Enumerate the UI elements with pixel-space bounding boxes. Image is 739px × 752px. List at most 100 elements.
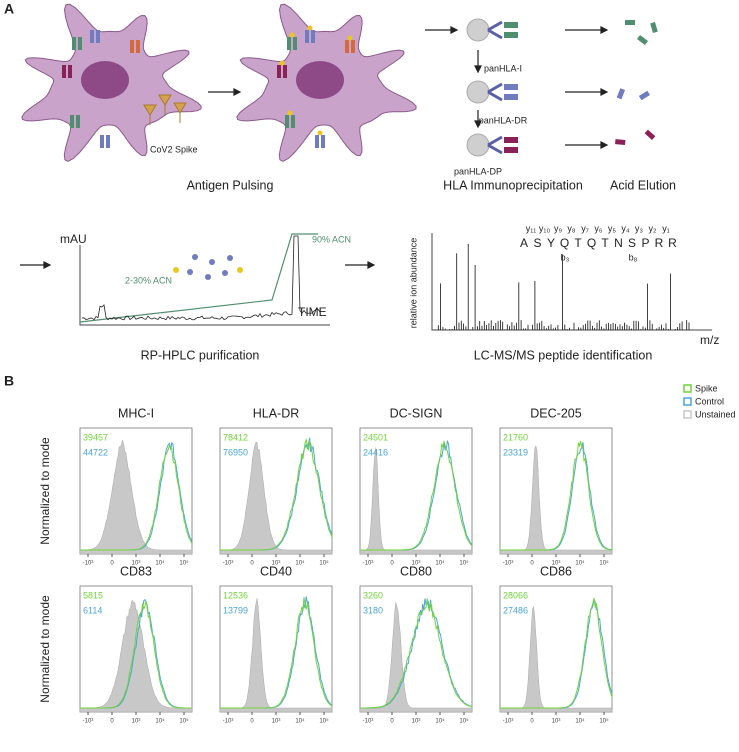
receptor	[345, 40, 349, 53]
spike-histogram	[360, 439, 473, 551]
spike-mfi: 3260	[363, 590, 383, 600]
step-label: RP-HPLC purification	[141, 348, 260, 362]
plot-frame	[219, 585, 333, 713]
x-tick-label: -10³	[83, 561, 94, 567]
peptide	[307, 25, 313, 31]
plot-frame	[499, 585, 613, 713]
axis-label: relative ion abundance	[408, 238, 418, 329]
antibody-label: panHLA-DP	[454, 166, 502, 176]
spike-protein	[158, 94, 172, 115]
x-tick-label: -10³	[223, 719, 234, 725]
residue: P	[641, 236, 649, 250]
receptor	[285, 115, 289, 128]
control-mfi: 23319	[503, 447, 528, 457]
residue: Y	[547, 236, 555, 250]
bead	[466, 133, 490, 157]
receptor	[62, 65, 66, 78]
eluted	[625, 20, 635, 25]
unstained-histogram	[359, 602, 473, 713]
spike-mfi: 28066	[503, 590, 528, 600]
plot-title: HLA-DR	[253, 406, 300, 420]
hla	[504, 84, 518, 90]
b-ion: b₃	[561, 252, 570, 262]
x-tick-label: 10⁵	[459, 560, 469, 567]
antibody	[487, 82, 503, 102]
receptor	[72, 37, 76, 50]
control-mfi: 44722	[83, 447, 108, 457]
control-mfi: 27486	[503, 605, 528, 615]
legend-label: Spike	[695, 383, 718, 393]
eluted	[650, 22, 658, 33]
y-axis-label: Normalized to mode	[38, 595, 52, 703]
spike-protein	[143, 104, 157, 125]
x-tick-label: -10³	[363, 719, 374, 725]
receptor	[130, 40, 134, 53]
y-axis-label: Normalized to mode	[38, 437, 52, 545]
spike-histogram	[80, 600, 192, 709]
hla	[504, 94, 518, 100]
eluted	[615, 139, 626, 146]
x-tick-label: 10⁵	[599, 560, 609, 567]
x-tick-label: 10⁴	[295, 560, 305, 567]
spike-mfi: 78412	[223, 432, 248, 442]
x-tick-label: 10⁵	[179, 718, 189, 725]
x-tick-label: 0	[390, 561, 394, 567]
antibody	[487, 20, 503, 40]
plot-title: MHC-I	[118, 406, 154, 420]
receptor	[96, 30, 100, 43]
peptide	[287, 110, 293, 116]
x-tick-label: 10³	[272, 561, 281, 567]
x-tick-label: 0	[390, 719, 394, 725]
plot-title: CD86	[540, 564, 572, 578]
bead	[466, 18, 490, 42]
residue: Q	[560, 236, 569, 250]
hla	[504, 32, 518, 38]
hla	[504, 22, 518, 28]
x-tick-label: 10³	[552, 719, 561, 725]
hla	[504, 147, 518, 153]
x-tick-label: -10³	[503, 561, 514, 567]
x-tick-label: 10⁵	[179, 560, 189, 567]
step-label: Antigen Pulsing	[187, 178, 274, 192]
axis-label: m/z	[700, 333, 719, 347]
x-tick-label: 0	[250, 719, 254, 725]
panel-label: B	[4, 373, 14, 389]
spike-label: CoV2 Spike	[150, 144, 198, 154]
ms-axes	[431, 233, 712, 331]
spike-mfi: 24501	[363, 432, 388, 442]
control-mfi: 13799	[223, 605, 248, 615]
x-tick-label: 10⁴	[575, 560, 585, 567]
receptor	[305, 30, 309, 43]
receptor	[293, 37, 297, 50]
antibody	[487, 135, 503, 155]
eluted	[638, 90, 651, 101]
legend-swatch	[683, 397, 692, 406]
eluted	[616, 88, 625, 100]
peptide	[317, 130, 323, 136]
legend-label: Control	[695, 396, 724, 406]
plot-frame	[499, 427, 613, 555]
x-tick-label: 0	[530, 719, 534, 725]
unstained-histogram	[219, 441, 333, 555]
x-tick-label: 10⁵	[459, 718, 469, 725]
x-tick-label: 10⁵	[319, 718, 329, 725]
x-tick-label: 10⁴	[155, 718, 165, 725]
control-mfi: 24416	[363, 447, 388, 457]
step-label: LC-MS/MS peptide identification	[474, 348, 653, 362]
x-tick-label: 10³	[552, 561, 561, 567]
y-ion: y₇	[581, 223, 589, 233]
unstained-histogram	[79, 439, 193, 555]
receptor	[106, 135, 110, 148]
x-tick-label: 0	[110, 719, 114, 725]
legend-swatch	[683, 384, 692, 393]
axis-label: mAU	[60, 232, 87, 246]
receptor	[76, 115, 80, 128]
receptor	[315, 135, 319, 148]
residue: A	[520, 236, 528, 250]
spike-histogram	[360, 598, 473, 709]
residue: Q	[587, 236, 596, 250]
legend-swatch	[683, 410, 692, 419]
receptor	[100, 135, 104, 148]
y-ion: y₁	[662, 223, 670, 233]
